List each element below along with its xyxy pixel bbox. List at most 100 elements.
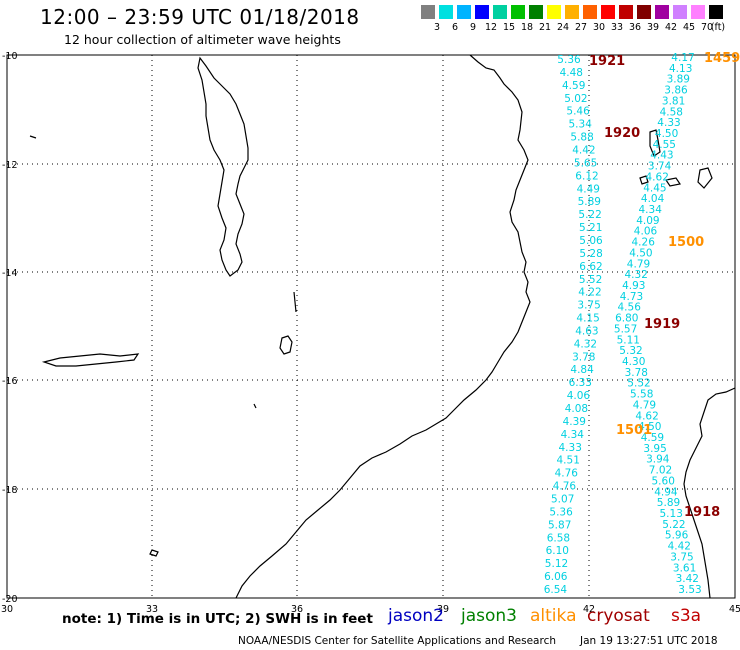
wave-height-value: 4.43 bbox=[650, 150, 673, 162]
wave-height-value: 4.45 bbox=[643, 182, 666, 194]
wave-height-value: 4.32 bbox=[625, 269, 648, 281]
wave-height-value: 3.78 bbox=[572, 351, 595, 363]
wave-height-value: 4.08 bbox=[565, 403, 588, 415]
wave-height-value: 4.42 bbox=[572, 145, 595, 157]
scale-swatch bbox=[583, 5, 597, 19]
wave-track-a: 5.364.484.595.025.465.345.884.425.656.12… bbox=[544, 54, 603, 596]
graticule bbox=[7, 55, 735, 598]
wave-height-value: 5.13 bbox=[660, 508, 683, 520]
scale-swatch bbox=[637, 5, 651, 19]
scale-swatch bbox=[439, 5, 453, 19]
wave-height-value: 6.80 bbox=[615, 313, 638, 325]
timestamp: Jan 19 13:27:51 UTC 2018 bbox=[580, 635, 718, 647]
wave-height-value: 3.42 bbox=[676, 573, 699, 585]
map-title: 12:00 – 23:59 UTC 01/18/2018 bbox=[40, 5, 360, 29]
wave-height-value: 4.50 bbox=[629, 247, 652, 259]
wave-height-value: 5.87 bbox=[548, 519, 571, 531]
lat-tick-label: -14 bbox=[2, 268, 18, 279]
lat-tick-label: -12 bbox=[2, 160, 18, 171]
scale-label: 39 bbox=[646, 22, 660, 33]
scale-swatch bbox=[709, 5, 723, 19]
lon-tick-label: 45 bbox=[729, 604, 740, 615]
scale-label: 6 bbox=[451, 22, 459, 33]
wave-height-value: 4.51 bbox=[557, 455, 580, 467]
scale-label: 12 bbox=[484, 22, 498, 33]
scale-label: 30 bbox=[592, 22, 606, 33]
scale-swatch bbox=[529, 5, 543, 19]
river-marker bbox=[29, 135, 297, 557]
wave-height-value: 5.32 bbox=[619, 345, 642, 357]
wave-height-value: 4.50 bbox=[638, 421, 661, 433]
lat-tick-label: -10 bbox=[2, 51, 18, 62]
scale-swatch bbox=[565, 5, 579, 19]
wave-height-value: 4.50 bbox=[655, 128, 678, 140]
scale-swatch bbox=[475, 5, 489, 19]
wave-height-value: 4.73 bbox=[620, 291, 643, 303]
wave-height-value: 4.76 bbox=[553, 481, 577, 493]
lake-malawi bbox=[197, 56, 249, 277]
wave-height-value: 3.75 bbox=[577, 300, 600, 312]
lon-tick-label: 30 bbox=[1, 604, 13, 615]
mayotte bbox=[697, 167, 713, 189]
footer-note: note: 1) Time is in UTC; 2) SWH is in fe… bbox=[62, 611, 373, 627]
scale-swatch bbox=[457, 5, 471, 19]
wave-height-value: 6.58 bbox=[547, 532, 570, 544]
legend-entry-altika: altika bbox=[530, 606, 577, 626]
wave-height-value: 4.22 bbox=[578, 287, 601, 299]
coastline bbox=[29, 54, 736, 599]
legend-entry-s3a: s3a bbox=[671, 606, 702, 626]
scale-swatch bbox=[673, 5, 687, 19]
axis-tick-labels: 30 33 36 39 42 45 -10 -12 -14 -16 -18 -20 bbox=[1, 51, 740, 615]
scale-label: 21 bbox=[538, 22, 552, 33]
wave-height-value: 6.33 bbox=[569, 377, 592, 389]
lat-tick-label: -16 bbox=[2, 376, 18, 387]
wave-height-value: 4.59 bbox=[641, 432, 664, 444]
wave-height-value: 5.11 bbox=[617, 334, 640, 346]
grande-comore bbox=[649, 129, 661, 157]
scale-swatch bbox=[547, 5, 561, 19]
wave-height-value: 4.58 bbox=[660, 106, 683, 118]
wave-height-value: 4.13 bbox=[669, 63, 692, 75]
pass-time-label: 1921 bbox=[589, 54, 625, 69]
wave-height-value: 3.95 bbox=[643, 443, 666, 455]
wave-height-value: 4.49 bbox=[577, 183, 600, 195]
scale-swatch bbox=[493, 5, 507, 19]
wave-height-value: 3.94 bbox=[646, 454, 670, 466]
scale-label: (ft) bbox=[710, 22, 726, 33]
wave-height-value: 4.93 bbox=[622, 280, 645, 292]
wave-height-value: 4.06 bbox=[567, 390, 591, 402]
wave-height-value: 6.06 bbox=[544, 571, 568, 583]
map-frame bbox=[6, 54, 736, 599]
wave-height-value: 5.89 bbox=[578, 196, 601, 208]
lon-tick-label: 33 bbox=[146, 604, 158, 615]
scale-swatch bbox=[691, 5, 705, 19]
wave-height-value: 6.12 bbox=[575, 170, 598, 182]
wave-height-value: 4.55 bbox=[653, 139, 676, 151]
wave-height-value: 4.79 bbox=[627, 258, 650, 270]
wave-height-value: 4.09 bbox=[636, 215, 659, 227]
pass-time-label: 1920 bbox=[604, 126, 640, 141]
wave-height-value: 6.10 bbox=[546, 545, 569, 557]
wave-height-value: 5.06 bbox=[579, 235, 603, 247]
wave-height-value: 3.74 bbox=[648, 161, 672, 173]
scale-label: 24 bbox=[556, 22, 570, 33]
wave-height-value: 4.63 bbox=[575, 326, 598, 338]
pass-time-labels: 1921 1920 1919 1918 1459 1500 1501 bbox=[589, 51, 740, 520]
scale-label: 15 bbox=[502, 22, 516, 33]
pass-time-label: 1500 bbox=[668, 235, 704, 250]
wave-height-value: 3.78 bbox=[625, 367, 648, 379]
wave-height-value: 5.12 bbox=[545, 558, 568, 570]
wave-height-value: 4.04 bbox=[641, 193, 665, 205]
wave-height-value: 5.02 bbox=[564, 93, 587, 105]
lake-kariba bbox=[41, 353, 140, 367]
lake-chilwa bbox=[279, 335, 293, 355]
wave-height-value: 5.21 bbox=[579, 222, 602, 234]
wave-height-value: 4.33 bbox=[657, 117, 680, 129]
wave-height-value: 5.07 bbox=[551, 494, 574, 506]
scale-label: 42 bbox=[664, 22, 678, 33]
scale-label: 36 bbox=[628, 22, 642, 33]
lat-tick-label: -18 bbox=[2, 485, 18, 496]
wave-height-value: 5.60 bbox=[652, 475, 675, 487]
pass-time-label: 1918 bbox=[684, 505, 720, 520]
